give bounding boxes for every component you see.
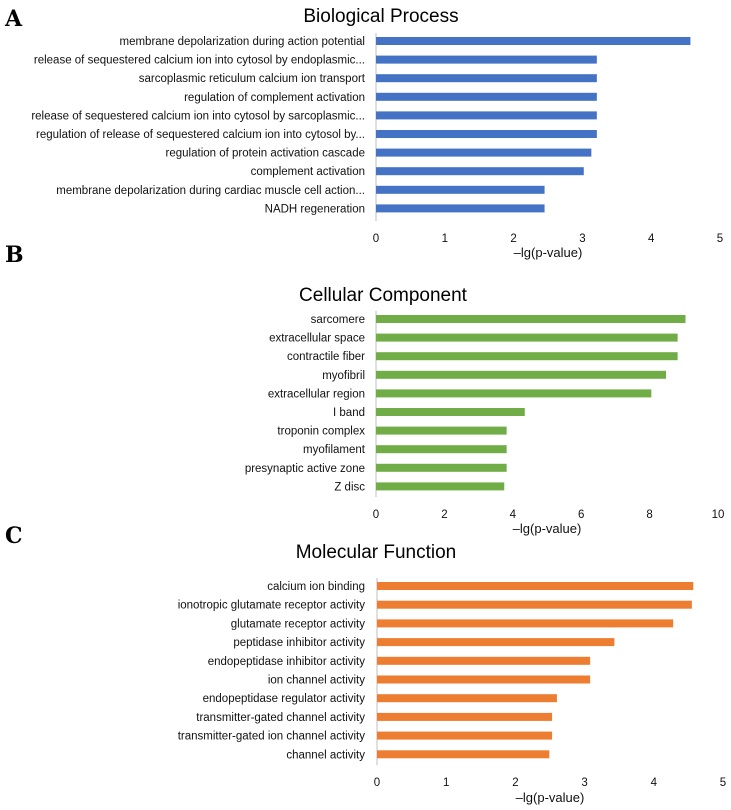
bar [376, 315, 686, 323]
x-axis-label: –lg(p-value) [514, 245, 583, 260]
bar [376, 204, 545, 213]
category-label: complement activation [251, 166, 365, 178]
category-label: ionotropic glutamate receptor activity [178, 600, 366, 612]
category-label: myofibril [322, 370, 365, 382]
bar [376, 463, 507, 472]
bar [376, 148, 592, 157]
x-tick-label: 1 [443, 777, 449, 789]
x-axis-label: –lg(p-value) [516, 790, 585, 805]
bar [376, 167, 584, 176]
category-label: membrane depolarization during cardiac m… [56, 185, 365, 197]
bar [376, 482, 505, 491]
bar [376, 185, 545, 194]
bar [377, 656, 591, 665]
x-tick-label: 4 [648, 233, 655, 245]
category-label: extracellular region [268, 388, 365, 400]
category-label: ion channel activity [268, 675, 365, 687]
x-tick-label: 10 [712, 509, 725, 521]
category-label: endopeptidase regulator activity [203, 693, 366, 705]
chart-title: Molecular Function [296, 542, 457, 563]
bar [377, 712, 553, 721]
category-label: presynaptic active zone [245, 463, 365, 475]
bar [376, 370, 667, 379]
bar [377, 582, 694, 590]
bar [377, 731, 553, 740]
bar [376, 37, 691, 45]
bar [376, 74, 597, 83]
x-axis-label: –lg(p-value) [513, 521, 582, 536]
bar [376, 352, 678, 361]
bar [376, 445, 507, 454]
category-label: sarcoplasmic reticulum calcium ion trans… [139, 73, 366, 85]
bar [376, 426, 507, 435]
category-label: regulation of protein activation cascade [166, 148, 365, 160]
panel-letter: B [5, 242, 24, 268]
bar [377, 694, 557, 703]
bar [377, 750, 550, 759]
category-label: glutamate receptor activity [231, 618, 365, 630]
x-tick-label: 4 [510, 509, 517, 521]
x-tick-label: 0 [373, 233, 379, 245]
category-label: regulation of complement activation [184, 92, 365, 104]
x-tick-label: 2 [441, 509, 447, 521]
x-tick-label: 3 [581, 777, 587, 789]
x-tick-label: 1 [442, 233, 448, 245]
x-tick-label: 2 [510, 233, 516, 245]
x-tick-label: 3 [579, 233, 585, 245]
category-label: membrane depolarization during action po… [120, 36, 366, 48]
category-label: sarcomere [311, 314, 365, 326]
chart-title: Cellular Component [299, 285, 468, 306]
bar [377, 638, 615, 647]
category-label: myofilament [303, 444, 366, 456]
x-tick-label: 0 [373, 509, 379, 521]
category-label: NADH regeneration [265, 203, 365, 215]
panel-letter: C [5, 523, 23, 549]
category-label: I band [333, 407, 365, 419]
bar [376, 408, 525, 416]
category-label: contractile fiber [287, 351, 365, 363]
bar [377, 675, 591, 684]
category-label: extracellular space [269, 333, 365, 345]
category-label: release of sequestered calcium ion into … [31, 110, 365, 122]
x-tick-label: 5 [717, 233, 723, 245]
bar [377, 600, 692, 609]
bar [377, 619, 674, 628]
category-label: Z disc [334, 481, 365, 493]
panel-letter: A [4, 6, 23, 32]
x-tick-label: 6 [578, 509, 584, 521]
x-tick-label: 0 [374, 777, 380, 789]
bar [376, 333, 678, 342]
category-label: peptidase inhibitor activity [233, 637, 365, 649]
category-label: channel activity [286, 749, 365, 761]
bar [376, 389, 652, 398]
x-tick-label: 5 [720, 777, 726, 789]
category-label: transmitter-gated ion channel activity [178, 731, 366, 743]
category-label: release of sequestered calcium ion into … [34, 55, 365, 67]
category-label: troponin complex [277, 426, 365, 438]
x-tick-label: 2 [512, 777, 518, 789]
category-label: transmitter-gated channel activity [196, 712, 365, 724]
category-label: calcium ion binding [267, 581, 365, 593]
bar [376, 55, 597, 64]
chart-title: Biological Process [303, 6, 458, 27]
x-tick-label: 4 [651, 777, 658, 789]
category-label: endopeptidase inhibitor activity [208, 656, 366, 668]
x-tick-label: 8 [646, 509, 652, 521]
bar [376, 111, 597, 120]
bar [376, 130, 597, 138]
bar [376, 92, 597, 101]
category-label: regulation of release of sequestered cal… [36, 129, 365, 141]
